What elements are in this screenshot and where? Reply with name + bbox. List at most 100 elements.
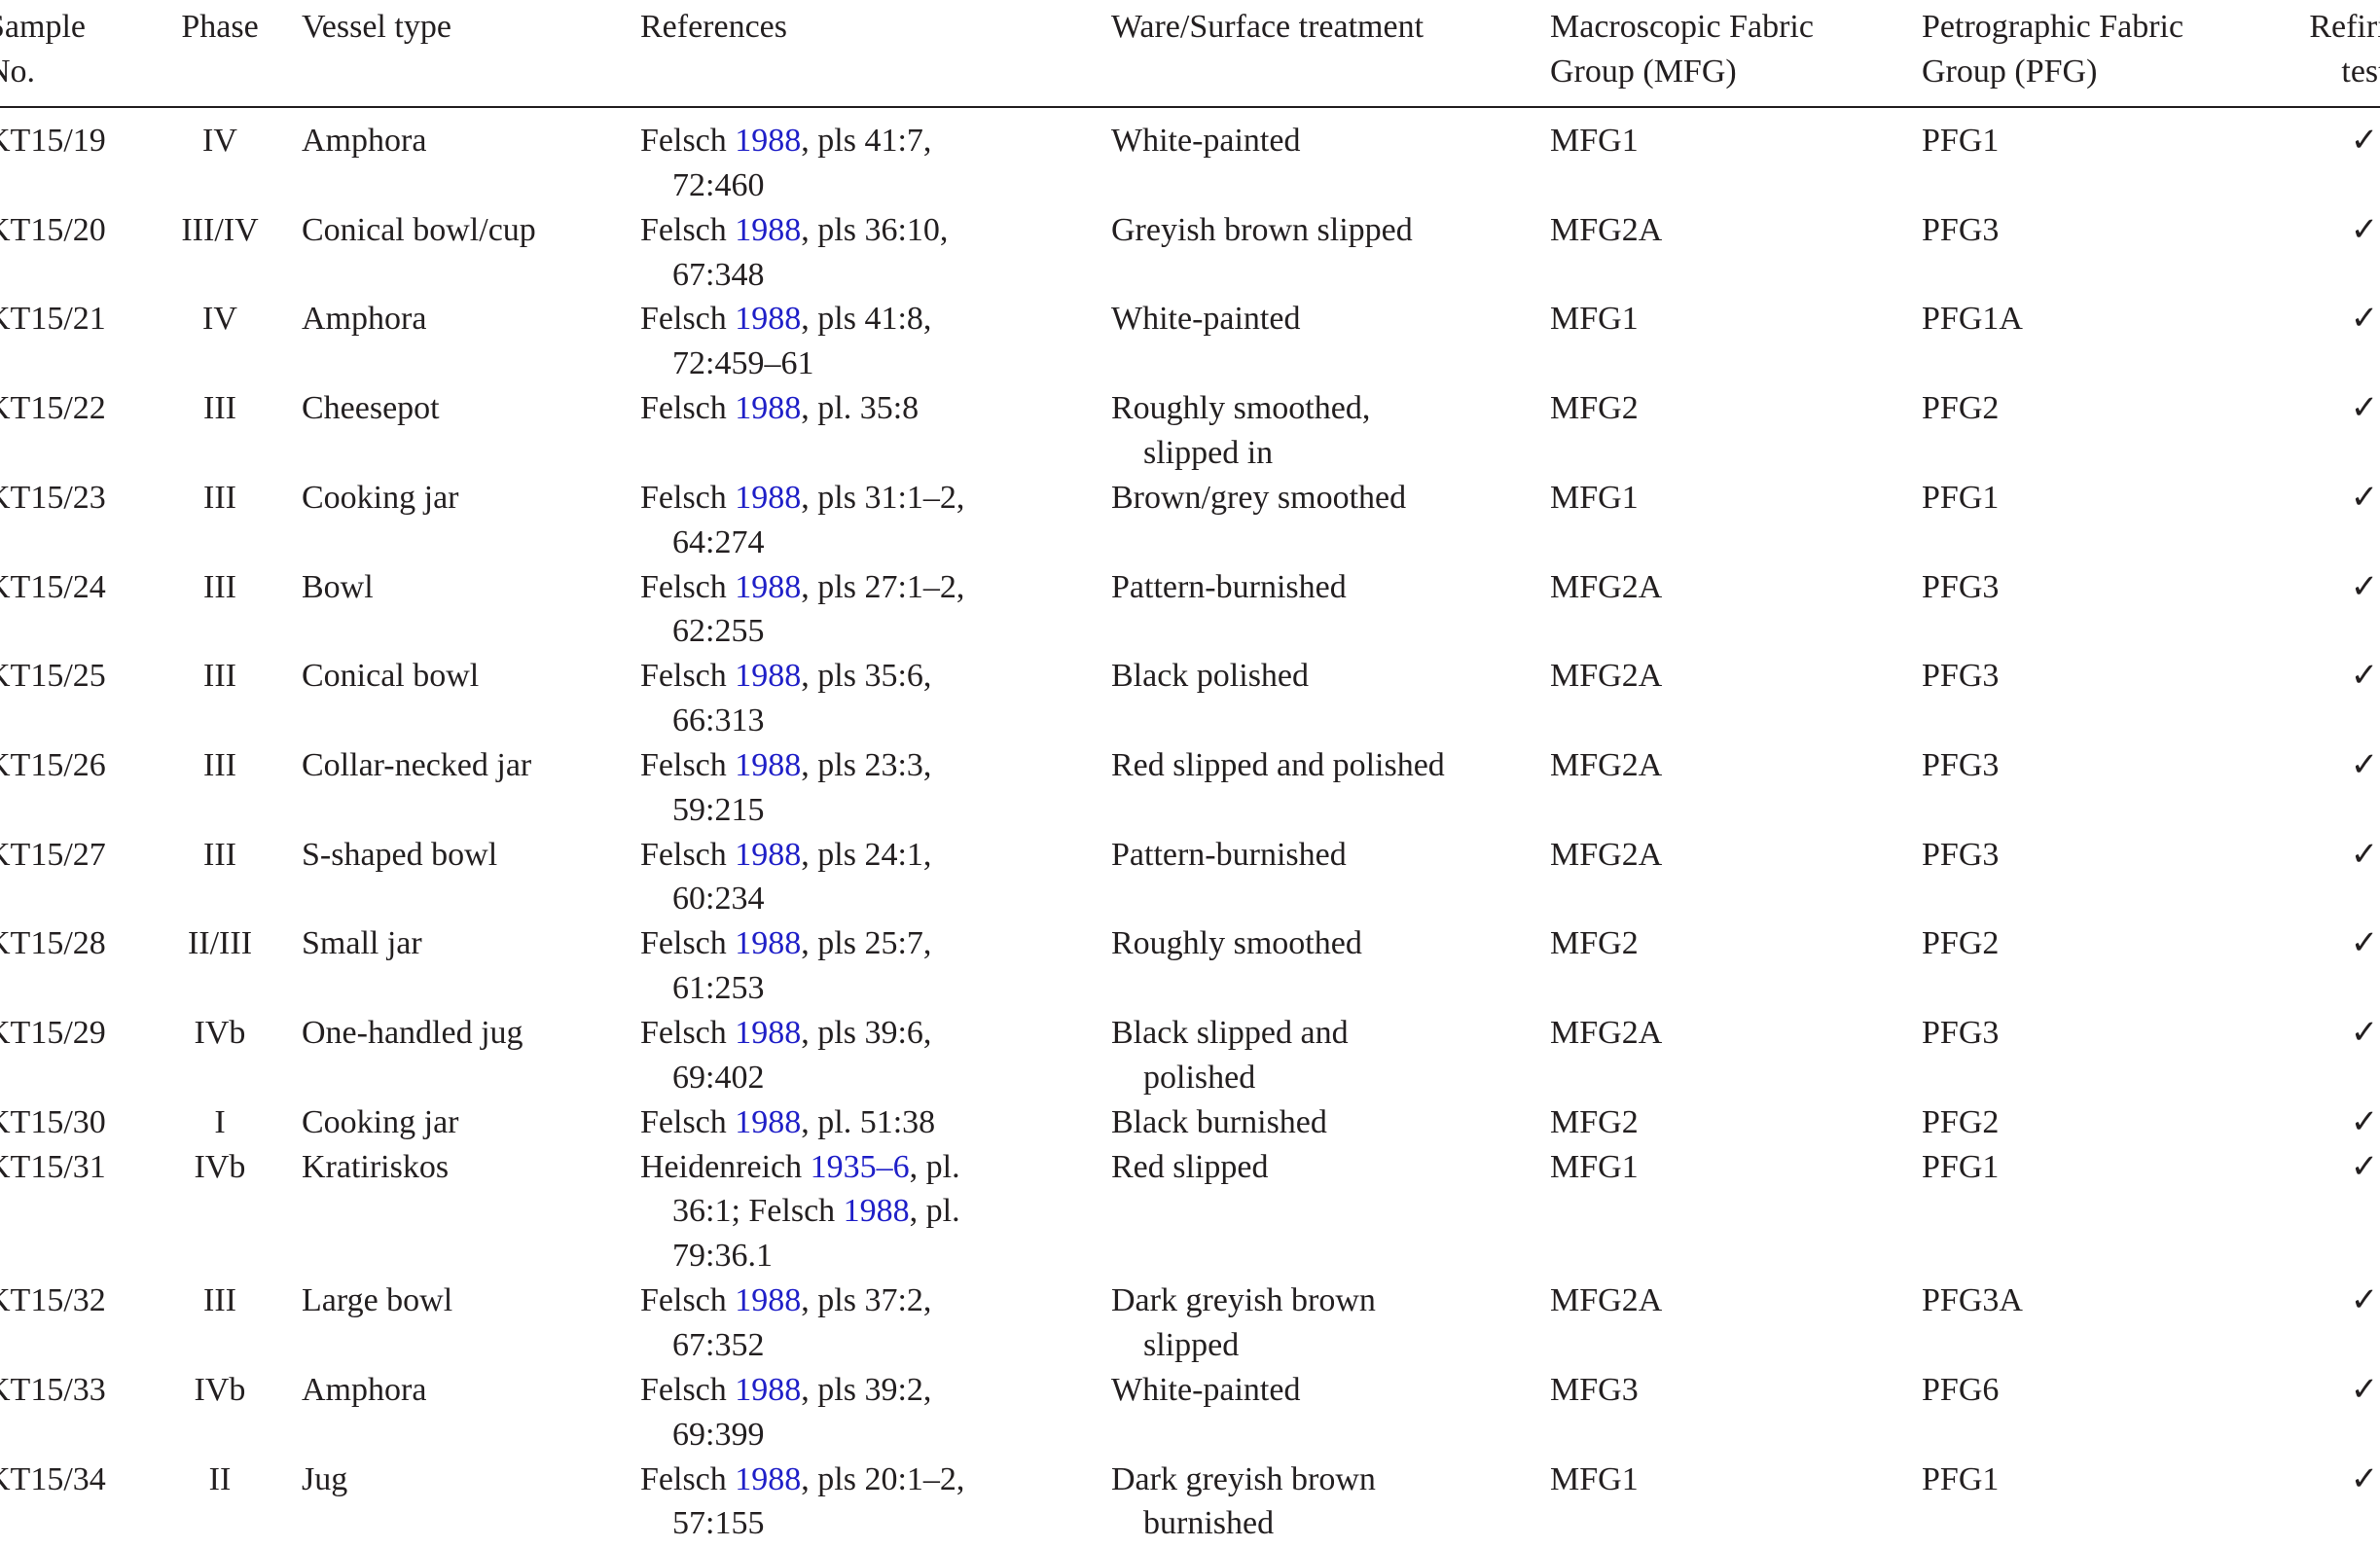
- ware-line: slipped: [1143, 1326, 1240, 1363]
- reference-link[interactable]: 1988: [735, 390, 802, 427]
- vessel-cell: Conical bowl: [302, 658, 480, 695]
- sample-cell: KT15/25: [0, 658, 106, 695]
- reference-text: Felsch: [640, 123, 736, 159]
- references-line: Felsch 1988, pls 24:1,: [640, 836, 931, 873]
- phase-cell: I: [214, 1103, 226, 1140]
- mfg-cell: MFG2A: [1550, 658, 1663, 695]
- reference-text: 69:399: [672, 1416, 765, 1453]
- references-line: 66:313: [672, 704, 764, 738]
- references-line: 79:36.1: [672, 1240, 773, 1273]
- references-line: Felsch 1988, pls 36:10,: [640, 211, 948, 248]
- reference-link[interactable]: 1988: [843, 1193, 910, 1230]
- references-line: Felsch 1988, pls 20:1–2,: [640, 1460, 964, 1497]
- reference-link[interactable]: 1988: [735, 925, 802, 962]
- refiring-cell: ✓: [2350, 211, 2379, 248]
- reference-text: Felsch: [640, 746, 736, 783]
- reference-text: Felsch: [640, 925, 736, 962]
- reference-text: Felsch: [640, 390, 736, 427]
- references-line: 60:234: [672, 882, 764, 916]
- references-line: Heidenreich 1935–6, pl.: [640, 1148, 960, 1185]
- reference-text: 67:348: [672, 256, 765, 293]
- reference-link[interactable]: 1988: [735, 211, 802, 248]
- ware-line: Black polished: [1111, 658, 1310, 695]
- ware-line: Dark greyish brown: [1111, 1460, 1376, 1497]
- ware-line: Red slipped: [1111, 1148, 1269, 1185]
- header-cell: References: [640, 9, 788, 45]
- pfg-cell: PFG3: [1922, 836, 2000, 873]
- reference-link[interactable]: 1988: [735, 1371, 802, 1408]
- reference-text: , pls 41:7,: [801, 123, 932, 159]
- refiring-cell: ✓: [2350, 479, 2379, 516]
- pfg-cell: PFG3: [1922, 1015, 2000, 1051]
- reference-link[interactable]: 1988: [735, 123, 802, 159]
- reference-link[interactable]: 1988: [735, 1103, 802, 1140]
- pfg-cell: PFG1A: [1922, 301, 2023, 338]
- mfg-cell: MFG1: [1550, 301, 1639, 338]
- references-line: 64:274: [672, 523, 765, 560]
- reference-text: Felsch: [640, 1015, 736, 1051]
- mfg-cell: MFG2A: [1550, 1282, 1663, 1319]
- references-line: 61:253: [672, 972, 764, 1005]
- references-line: Felsch 1988, pls 23:3,: [640, 746, 931, 783]
- header-rule: [0, 106, 2380, 108]
- reference-link[interactable]: 1988: [735, 836, 802, 873]
- ware-line: White-painted: [1111, 301, 1301, 338]
- reference-link[interactable]: 1988: [735, 479, 802, 516]
- reference-text: 64:274: [672, 523, 765, 560]
- vessel-cell: Jug: [302, 1460, 348, 1497]
- mfg-cell: MFG1: [1550, 123, 1639, 159]
- reference-text: 59:215: [672, 791, 765, 828]
- ware-line: Greyish brown slipped: [1111, 211, 1413, 248]
- references-line: 59:215: [672, 791, 765, 828]
- phase-cell: III: [203, 658, 236, 695]
- header-cell: Group (MFG): [1550, 53, 1737, 90]
- ware-line: Pattern-burnished: [1111, 568, 1347, 605]
- ware-line: slipped in: [1143, 434, 1274, 471]
- refiring-cell: ✓: [2350, 1103, 2379, 1140]
- reference-link[interactable]: 1988: [735, 746, 802, 783]
- phase-cell: III: [203, 1282, 236, 1319]
- reference-text: Felsch: [640, 479, 736, 516]
- mfg-cell: MFG2A: [1550, 568, 1663, 605]
- reference-link[interactable]: 1988: [735, 1460, 802, 1497]
- mfg-cell: MFG2: [1550, 925, 1639, 962]
- reference-link[interactable]: 1988: [735, 301, 802, 338]
- ware-line: Black slipped and: [1111, 1015, 1349, 1051]
- phase-cell: III: [203, 746, 236, 783]
- reference-text: 60:234: [672, 881, 765, 918]
- reference-text: , pls 31:1–2,: [801, 479, 965, 516]
- reference-text: 61:253: [672, 970, 765, 1007]
- reference-text: , pls 25:7,: [801, 925, 932, 962]
- refiring-cell: ✓: [2350, 658, 2379, 695]
- reference-link[interactable]: 1988: [735, 1282, 802, 1319]
- sample-cell: KT15/34: [0, 1460, 106, 1497]
- pfg-cell: PFG1: [1922, 1148, 2000, 1185]
- references-line: Felsch 1988, pls 27:1–2,: [640, 568, 965, 605]
- reference-link[interactable]: 1988: [735, 568, 802, 605]
- reference-link[interactable]: 1935–6: [810, 1148, 910, 1185]
- vessel-cell: Large bowl: [302, 1282, 453, 1319]
- ware-line: Roughly smoothed,: [1111, 390, 1371, 427]
- header-cell: Group (PFG): [1922, 53, 2098, 90]
- phase-cell: II/III: [187, 925, 253, 962]
- reference-link[interactable]: 1988: [735, 1015, 802, 1051]
- references-line: 36:1; Felsch 1988, pl.: [672, 1195, 960, 1228]
- reference-text: Felsch: [640, 836, 736, 873]
- refiring-cell: ✓: [2350, 1460, 2379, 1497]
- vessel-cell: Amphora: [302, 1371, 427, 1408]
- mfg-cell: MFG3: [1550, 1371, 1639, 1408]
- references-line: 67:352: [672, 1328, 764, 1362]
- vessel-cell: Bowl: [302, 568, 374, 605]
- mfg-cell: MFG2: [1550, 1103, 1639, 1140]
- reference-text: , pls 27:1–2,: [801, 568, 965, 605]
- ware-line: Red slipped and polished: [1111, 746, 1445, 783]
- sample-cell: KT15/32: [0, 1282, 106, 1319]
- reference-text: Felsch: [640, 1282, 736, 1319]
- reference-link[interactable]: 1988: [735, 658, 802, 695]
- pfg-cell: PFG1: [1922, 479, 2000, 516]
- phase-cell: III: [203, 390, 236, 427]
- reference-text: Felsch: [640, 1460, 736, 1497]
- refiring-cell: ✓: [2350, 836, 2379, 873]
- mfg-cell: MFG2A: [1550, 746, 1663, 783]
